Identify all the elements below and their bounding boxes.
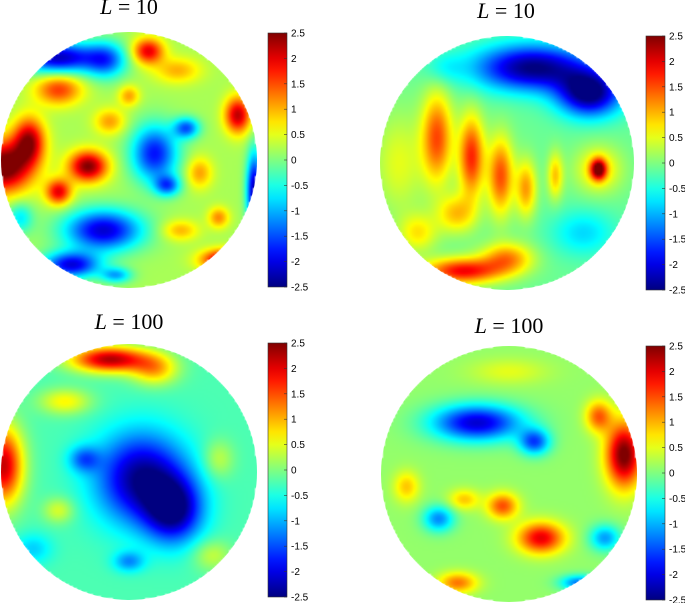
colorbar-tick-label: 1 <box>291 415 297 426</box>
colorbar-tick-label: 1.5 <box>291 389 305 400</box>
colorbar-tick-label: -2 <box>291 257 300 268</box>
colorbar-tick-label: 2.5 <box>669 32 683 43</box>
colorbar-tick-label: 0 <box>669 159 675 170</box>
colorbar-tick-label: 0.5 <box>291 440 305 451</box>
colorbar-tick-label: -2.5 <box>291 283 309 294</box>
colorbar-tick-label: -1 <box>669 209 678 220</box>
sphere-heatmap <box>381 346 637 602</box>
colorbar-tick-label: 0.5 <box>669 133 683 144</box>
colorbar-tick-label: 0.5 <box>669 443 683 454</box>
colorbar-tick-label: 0 <box>291 156 297 167</box>
colorbar-tick-label: 0 <box>291 466 297 477</box>
colorbar-tick-label: -0.5 <box>291 491 309 502</box>
colorbar-tick-label: 2 <box>669 367 675 378</box>
colorbar-tick-label: -1.5 <box>291 542 309 553</box>
colorbar-tick-label: 0.5 <box>291 130 305 141</box>
colorbar-tick-label: -1 <box>291 206 300 217</box>
sphere-heatmap <box>380 36 634 290</box>
colorbar-tick-label: -0.5 <box>669 494 685 505</box>
panel-title: L = 100 <box>474 313 544 338</box>
panel-2: L = 10 2.5 2 1.5 1 0.5 0 -0.5 -1 -1.5 -2 -2.5 <box>380 0 685 297</box>
panel-4: L = 100 2.5 2 1.5 1 0.5 0 -0.5 -1 -1.5 -2 -2.5 <box>381 313 685 603</box>
colorbar-tick-label: -0.5 <box>669 184 685 195</box>
colorbar-tick-label: -1 <box>291 516 300 527</box>
colorbar-tick-label: 1 <box>291 105 297 116</box>
colorbar-tick-label: -2.5 <box>291 593 309 603</box>
colorbar-tick-label: 0 <box>669 469 675 480</box>
colorbar-tick-label: 1.5 <box>291 79 305 90</box>
colorbar-tick-label: -1.5 <box>669 235 685 246</box>
panel-1: L = 10 2.5 2 1.5 1 0.5 0 -0.5 -1 -1.5 -2 -2.5 <box>1 0 309 294</box>
colorbar-tick-label: -2.5 <box>669 286 685 297</box>
colorbar-tick-label: 2.5 <box>291 339 305 350</box>
sphere-heatmap <box>1 344 257 600</box>
colorbar-tick-label: -2 <box>669 570 678 581</box>
colorbar-tick-label: 1.5 <box>669 392 683 403</box>
panel-title: L = 10 <box>99 0 158 19</box>
colorbar-tick-label: -2.5 <box>669 596 685 603</box>
sphere-heatmap <box>1 32 257 288</box>
colorbar-tick-label: 2.5 <box>291 29 305 40</box>
colorbar-tick-label: 1 <box>669 108 675 119</box>
colorbar-tick-label: 2.5 <box>669 342 683 353</box>
colorbar-tick-label: 2 <box>669 57 675 68</box>
colorbar-tick-label: -2 <box>669 260 678 271</box>
colorbar-tick-label: 1.5 <box>669 82 683 93</box>
colorbar-tick-label: -2 <box>291 567 300 578</box>
panel-3: L = 100 2.5 2 1.5 1 0.5 0 -0.5 -1 -1.5 -2 -2.5 <box>1 309 309 603</box>
colorbar-tick-label: -1.5 <box>669 545 685 556</box>
colorbar-tick-label: 1 <box>669 418 675 429</box>
colorbar-tick-label: 2 <box>291 364 297 375</box>
panel-title: L = 100 <box>94 309 164 334</box>
colorbar-tick-label: -1.5 <box>291 232 309 243</box>
colorbar-tick-label: 2 <box>291 54 297 65</box>
colorbar-tick-label: -0.5 <box>291 181 309 192</box>
colorbar-tick-label: -1 <box>669 519 678 530</box>
panel-title: L = 10 <box>476 0 535 23</box>
